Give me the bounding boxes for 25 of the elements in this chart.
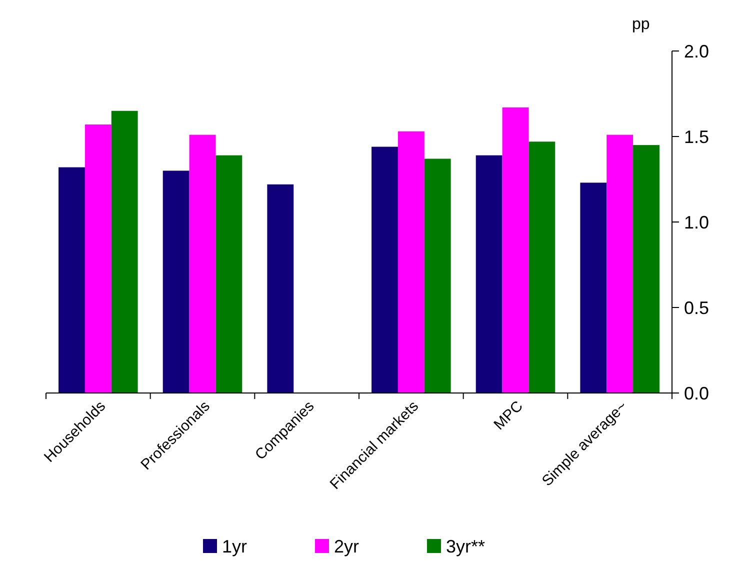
bar	[189, 134, 216, 393]
bar	[424, 158, 451, 393]
bar	[58, 167, 85, 393]
y-axis-title: pp	[632, 16, 650, 33]
bar	[84, 124, 112, 393]
bar	[606, 134, 634, 393]
bar	[216, 155, 242, 393]
y-tick-label: 1.5	[684, 126, 710, 147]
bar	[528, 142, 556, 393]
y-tick-label: 1.0	[684, 212, 710, 232]
bar	[372, 146, 398, 393]
bar	[476, 155, 502, 393]
y-tick-label: 2.0	[684, 41, 710, 62]
legend-label: 1yr	[222, 536, 248, 556]
legend-label: 2yr	[334, 536, 360, 556]
bar	[580, 182, 607, 393]
bar	[162, 170, 190, 393]
y-tick-label: 0.0	[684, 383, 710, 404]
bar	[267, 184, 294, 393]
bar	[502, 107, 529, 393]
legend-label: 3yr**	[446, 536, 486, 556]
bar	[111, 110, 138, 393]
y-tick-label: 0.5	[684, 298, 710, 318]
bar	[633, 145, 660, 393]
bar	[398, 131, 424, 393]
